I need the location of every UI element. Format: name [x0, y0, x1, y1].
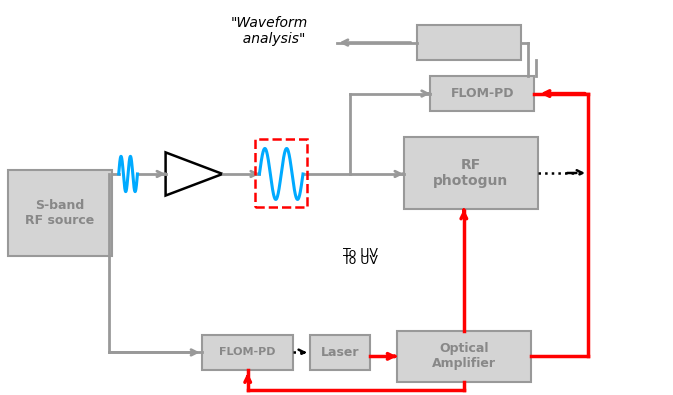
- Text: FLOM-PD: FLOM-PD: [450, 87, 514, 100]
- Text: RF
photogun: RF photogun: [433, 158, 508, 188]
- FancyBboxPatch shape: [203, 335, 293, 370]
- Text: S-band
RF source: S-band RF source: [26, 199, 95, 227]
- FancyBboxPatch shape: [310, 335, 370, 370]
- Text: FLOM-PD: FLOM-PD: [219, 348, 276, 357]
- FancyBboxPatch shape: [404, 137, 538, 209]
- Text: Laser: Laser: [320, 346, 359, 359]
- Text: "Waveform
  analysis": "Waveform analysis": [231, 16, 308, 46]
- Text: Optical
Amplifier: Optical Amplifier: [432, 342, 496, 371]
- FancyBboxPatch shape: [8, 170, 112, 256]
- FancyBboxPatch shape: [417, 25, 521, 60]
- Text: To UV: To UV: [343, 246, 378, 260]
- FancyBboxPatch shape: [430, 76, 534, 111]
- Text: To UV: To UV: [343, 254, 378, 267]
- Bar: [255, 139, 307, 207]
- FancyBboxPatch shape: [397, 331, 531, 382]
